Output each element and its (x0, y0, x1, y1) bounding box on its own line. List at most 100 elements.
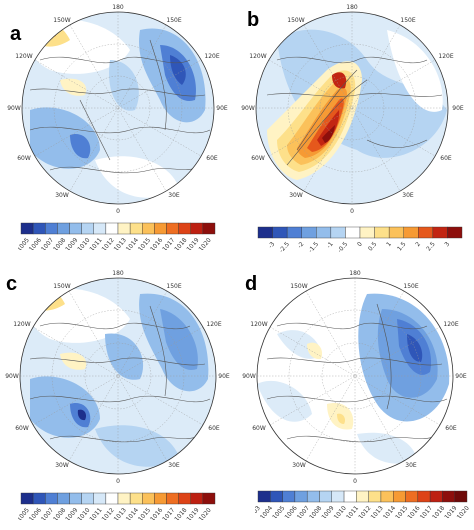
colorbar-swatch (418, 226, 434, 239)
lon-90e: 90E (452, 105, 464, 112)
colorbar-swatch (129, 222, 143, 235)
lon-60w: 60W (15, 425, 29, 432)
colorbar-swatch (432, 226, 448, 239)
colorbar-tick-label: 2 (414, 241, 422, 249)
lon-60e: 60E (206, 155, 218, 162)
lon-150w: 150W (290, 283, 307, 290)
colorbar-swatch (257, 226, 273, 239)
colorbar-swatch (69, 492, 82, 505)
colorbar-swatch (301, 226, 317, 239)
lon-120e: 120E (443, 321, 458, 328)
colorbar-swatch (202, 492, 216, 505)
colorbar-swatch (45, 222, 58, 235)
colorbar-tick-label: -0.5 (336, 241, 349, 254)
colorbar-swatch (368, 490, 382, 503)
lon-150w: 150W (53, 17, 70, 24)
lon-120w: 120W (250, 321, 267, 328)
colorbar-swatch (442, 490, 455, 503)
colorbar-tick-label: 0.5 (367, 241, 379, 253)
colorbar-tick-label: 1020 (198, 507, 213, 520)
lon-30w: 30W (55, 192, 69, 199)
lon-90e: 90E (216, 105, 228, 112)
lon-30e: 30E (405, 462, 417, 469)
colorbar-swatch (69, 222, 82, 235)
colorbar-swatch (343, 490, 357, 503)
lon-120e: 120E (204, 53, 219, 60)
colorbar-swatch (319, 490, 332, 503)
colorbar-swatch (388, 226, 404, 239)
colorbar-swatch (454, 490, 468, 503)
colorbar-swatch (257, 490, 271, 503)
colorbar-tick-label: -3 (267, 241, 276, 250)
colorbar-swatch (93, 492, 107, 505)
lon-30e: 30E (168, 192, 180, 199)
lon-150e: 150E (400, 17, 415, 24)
lon-180: 180 (112, 270, 124, 277)
colorbar-tick-label: 1003 (255, 505, 262, 518)
panel-a: a 180 150W 150E 120W 120E 90W 90E 60W 60… (0, 0, 237, 252)
colorbar-swatch (417, 490, 431, 503)
lon-60w: 60W (252, 425, 266, 432)
lon-60w: 60W (251, 155, 265, 162)
lon-180: 180 (112, 4, 124, 11)
lon-0: 0 (116, 208, 120, 215)
colorbar-swatch (202, 222, 216, 235)
colorbar-swatch (154, 492, 167, 505)
colorbar-swatch (190, 222, 204, 235)
colorbar-swatch (330, 226, 346, 239)
colorbar-tick-label: 3 (443, 241, 451, 249)
lon-60e: 60E (445, 425, 457, 432)
panel-c-colorbar: 1005100610071008100910101011101210131014… (18, 492, 216, 520)
lon-120w: 120W (249, 53, 266, 60)
colorbar-swatch (270, 490, 283, 503)
colorbar-swatch (20, 492, 34, 505)
panel-c-label: c (6, 273, 17, 295)
panel-a-colorbar: 1005100610071008100910101011101210131014… (18, 222, 216, 250)
colorbar-swatch (154, 222, 167, 235)
colorbar-swatch (57, 222, 70, 235)
colorbar-swatch (129, 492, 143, 505)
colorbar-swatch (20, 222, 34, 235)
panel-b-map: b 180 150W 150E 120W 120E 90W 90E 60W 60… (241, 4, 464, 215)
lon-150e: 150E (403, 283, 418, 290)
colorbar-tick-label: -2.5 (278, 241, 291, 254)
lon-0: 0 (116, 478, 120, 485)
colorbar-swatch (166, 492, 179, 505)
lon-60e: 60E (440, 155, 452, 162)
lon-30w: 30W (55, 462, 69, 469)
panel-d: d 180 150W 150E 120W 120E 90W 90E 60W 60… (237, 264, 474, 530)
colorbar-swatch (81, 222, 94, 235)
colorbar-swatch (178, 492, 191, 505)
colorbar-swatch (374, 226, 390, 239)
lon-90e: 90E (455, 373, 467, 380)
lon-60w: 60W (17, 155, 31, 162)
lon-120w: 120W (15, 53, 32, 60)
colorbar-swatch (359, 226, 375, 239)
colorbar-tick-label: 0 (356, 241, 364, 249)
colorbar-swatch (316, 226, 332, 239)
colorbar-swatch (142, 222, 155, 235)
panel-d-label: d (245, 273, 257, 295)
colorbar-swatch (331, 490, 345, 503)
colorbar-tick-label: -2 (296, 241, 305, 250)
colorbar-swatch (117, 492, 131, 505)
colorbar-swatch (45, 492, 58, 505)
lon-90w: 90W (242, 373, 256, 380)
lon-180: 180 (349, 270, 361, 277)
colorbar-swatch (405, 490, 419, 503)
colorbar-swatch (306, 490, 320, 503)
lon-90e: 90E (218, 373, 230, 380)
colorbar-swatch (393, 490, 406, 503)
panel-c-map: c 180 150W 150E 120W 120E 90W 90E 60W 60… (5, 270, 230, 485)
lon-120w: 120W (13, 321, 30, 328)
lon-90w: 90W (241, 105, 255, 112)
lon-30e: 30E (168, 462, 180, 469)
colorbar-tick-label: -1.5 (307, 241, 320, 254)
lon-60e: 60E (208, 425, 220, 432)
colorbar-swatch (282, 490, 296, 503)
lon-150w: 150W (287, 17, 304, 24)
lon-120e: 120E (206, 321, 221, 328)
panel-c: c 180 150W 150E 120W 120E 90W 90E 60W 60… (0, 264, 237, 530)
colorbar-swatch (105, 222, 119, 235)
colorbar-swatch (286, 226, 302, 239)
